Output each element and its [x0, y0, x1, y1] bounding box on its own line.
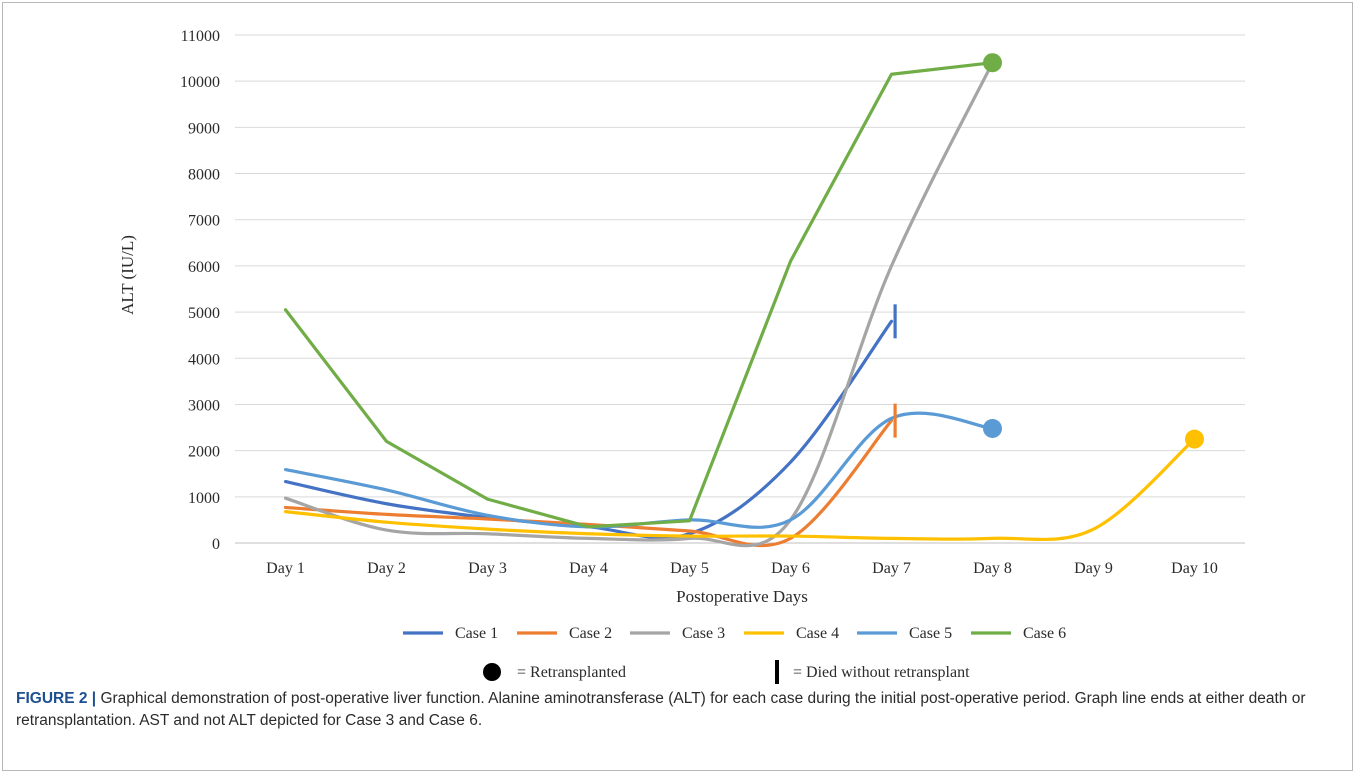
x-tick-label: Day 1: [266, 560, 305, 577]
y-tick-label: 2000: [188, 444, 220, 461]
retransplanted-dot-icon: [483, 663, 501, 681]
end-markers: [893, 53, 1204, 449]
retransplanted-marker: [983, 53, 1002, 73]
legend: Case 1 Case 2 Case 3 Case 4 Case 5 Case 6: [403, 625, 1066, 642]
legend-label: Case 6: [1023, 625, 1066, 642]
legend-label: Case 4: [796, 625, 839, 642]
y-tick-label: 4000: [188, 351, 220, 368]
x-tick-label: Day 2: [367, 560, 406, 577]
x-axis-label: Postoperative Days: [676, 587, 808, 606]
y-tick-label: 0: [212, 536, 220, 553]
caption-lead: FIGURE 2 |: [16, 690, 97, 707]
series-line-case-4: [283, 437, 1197, 542]
x-tick-label: Day 7: [872, 560, 911, 577]
retransplanted-marker: [983, 418, 1002, 438]
figure-caption: FIGURE 2 | Graphical demonstration of po…: [16, 688, 1336, 732]
retransplanted-marker: [1185, 429, 1204, 449]
marker-key: = Retransplanted = Died without retransp…: [483, 660, 970, 684]
x-tick-label: Day 10: [1171, 560, 1218, 577]
died-bar-icon: [775, 660, 779, 684]
y-tick-label: 8000: [188, 167, 220, 184]
y-tick-label: 6000: [188, 259, 220, 276]
legend-label: Case 5: [909, 625, 952, 642]
x-tick-label: Day 3: [468, 560, 507, 577]
y-tick-label: 3000: [188, 397, 220, 414]
y-tick-label: 1000: [188, 490, 220, 507]
y-tick-label: 9000: [188, 120, 220, 137]
series-line-case-3: [283, 61, 995, 548]
died-key-label: = Died without retransplant: [793, 664, 970, 681]
died-marker: [893, 304, 897, 339]
gridlines: [235, 34, 1245, 544]
y-tick-label: 11000: [181, 28, 220, 45]
x-tick-label: Day 5: [670, 560, 709, 577]
y-tick-label: 10000: [180, 74, 220, 91]
y-axis-label: ALT (IU/L): [118, 235, 137, 315]
y-tick-label: 7000: [188, 213, 220, 230]
legend-label: Case 2: [569, 625, 612, 642]
y-tick-labels: 0 1000 2000 3000 4000 5000 6000 7000 8000 9000 100…: [180, 28, 220, 553]
series-lines: [283, 61, 1197, 548]
x-tick-labels: Day 1 Day 2 Day 3 Day 4 Day 5 Day 6 Day 7 Day 8…: [266, 560, 1218, 577]
x-tick-label: Day 9: [1074, 560, 1113, 577]
x-tick-label: Day 4: [569, 560, 608, 577]
x-tick-label: Day 6: [771, 560, 810, 577]
legend-label: Case 3: [682, 625, 725, 642]
line-chart: 0 1000 2000 3000 4000 5000 6000 7000 8000 9000 100…: [118, 28, 1245, 684]
caption-text: Graphical demonstration of post-operativ…: [16, 690, 1306, 729]
legend-label: Case 1: [455, 625, 498, 642]
died-marker: [893, 403, 897, 438]
series-line-case-5: [283, 411, 995, 529]
x-tick-label: Day 8: [973, 560, 1012, 577]
retransplanted-key-label: = Retransplanted: [517, 664, 626, 681]
y-tick-label: 5000: [188, 305, 220, 322]
series-line-case-6: [283, 61, 995, 529]
